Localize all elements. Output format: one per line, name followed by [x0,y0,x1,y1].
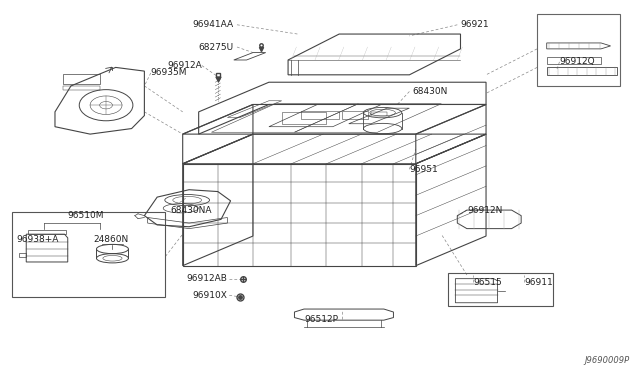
Bar [63,86,100,90]
Text: 96941AA: 96941AA [193,20,234,29]
Text: 96912Q: 96912Q [559,57,595,66]
Text: 68430NA: 68430NA [170,206,211,215]
Bar [28,231,67,234]
Text: 96912A: 96912A [167,61,202,70]
Bar [371,112,387,116]
Text: 96512P: 96512P [304,315,338,324]
Bar [537,14,620,86]
Text: 68430N: 68430N [413,87,448,96]
Bar [301,111,339,119]
Bar [12,212,166,297]
Text: 24860N: 24860N [93,235,129,244]
Text: J9690009P: J9690009P [584,356,630,365]
Text: 96951: 96951 [410,165,438,174]
Text: 96911: 96911 [524,278,553,287]
Text: 96935M: 96935M [151,68,188,77]
Text: 96912N: 96912N [467,206,502,215]
Text: 96938+A: 96938+A [17,235,59,244]
Text: 96910X: 96910X [193,291,227,300]
Text: 96510M: 96510M [68,211,104,220]
Bar [448,273,553,307]
Bar [63,74,100,84]
Text: 68275U: 68275U [198,42,234,51]
Text: 96921: 96921 [461,20,489,29]
Bar [342,111,368,119]
Text: 96515: 96515 [473,278,502,287]
Text: 96912AB: 96912AB [186,274,227,283]
